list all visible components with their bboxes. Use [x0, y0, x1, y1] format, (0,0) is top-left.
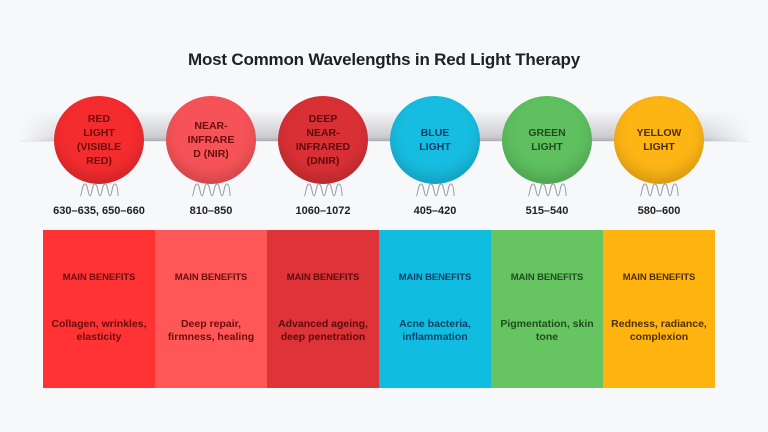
- sine-wave-icon: [639, 183, 679, 197]
- bubble-label: YELLOW LIGHT: [636, 127, 682, 153]
- wavelength-bubble: RED LIGHT (VISIBLE RED): [54, 96, 144, 184]
- benefits-header: MAIN BENEFITS: [174, 272, 248, 283]
- sine-wave-icon: [415, 183, 455, 197]
- benefits-text: Advanced ageing, deep penetration: [278, 318, 368, 343]
- wavelength-bubble: BLUE LIGHT: [390, 96, 480, 184]
- sine-wave-icon: [303, 183, 343, 197]
- benefits-columns: MAIN BENEFITS Collagen, wrinkles, elastic…: [43, 230, 715, 388]
- benefits-text: Redness, radiance, complexion: [611, 318, 707, 343]
- page-title: Most Common Wavelengths in Red Light The…: [188, 50, 580, 69]
- bubble-label: BLUE LIGHT: [419, 127, 451, 153]
- bubble-label: RED LIGHT (VISIBLE RED): [76, 113, 122, 167]
- benefit-column: MAIN BENEFITS Deep repair, firmness, heal…: [155, 230, 267, 388]
- sine-wave-icon: [191, 183, 231, 197]
- bubble-label: GREEN LIGHT: [528, 127, 566, 153]
- bubble-label: DEEP NEAR- INFRARED (DNIR): [295, 113, 351, 167]
- benefit-column: MAIN BENEFITS Advanced ageing, deep penet…: [267, 230, 379, 388]
- benefits-header: MAIN BENEFITS: [398, 272, 472, 283]
- wavelength-range: 810–850: [189, 205, 233, 217]
- wavelength-range: 515–540: [525, 205, 569, 217]
- benefits-text: Deep repair, firmness, healing: [167, 318, 255, 343]
- benefits-text: Pigmentation, skin tone: [500, 318, 594, 343]
- wavelength-range: 1060–1072: [295, 205, 351, 217]
- wavelength-range: 405–420: [413, 205, 457, 217]
- benefits-header: MAIN BENEFITS: [62, 272, 136, 283]
- wavelength-bubble: GREEN LIGHT: [502, 96, 592, 184]
- wavelength-range: 630–635, 650–660: [53, 205, 145, 217]
- wavelength-bubble: DEEP NEAR- INFRARED (DNIR): [278, 96, 368, 184]
- benefits-header: MAIN BENEFITS: [510, 272, 584, 283]
- sine-wave-icon: [527, 183, 567, 197]
- wavelength-bubble: YELLOW LIGHT: [614, 96, 704, 184]
- benefit-column: MAIN BENEFITS Pigmentation, skin tone: [491, 230, 603, 388]
- wavelength-range: 580–600: [637, 205, 681, 217]
- sine-wave-icon: [79, 183, 119, 197]
- benefits-header: MAIN BENEFITS: [286, 272, 360, 283]
- benefit-column: MAIN BENEFITS Redness, radiance, complexi…: [603, 230, 715, 388]
- bubble-label: NEAR- INFRARE D (NIR): [187, 120, 235, 160]
- benefits-text: Collagen, wrinkles, elasticity: [51, 318, 147, 343]
- wavelength-bubble: NEAR- INFRARE D (NIR): [166, 96, 256, 184]
- benefit-column: MAIN BENEFITS Acne bacteria, inflammation: [379, 230, 491, 388]
- benefit-column: MAIN BENEFITS Collagen, wrinkles, elastic…: [43, 230, 155, 388]
- benefits-header: MAIN BENEFITS: [622, 272, 696, 283]
- benefits-text: Acne bacteria, inflammation: [399, 318, 471, 343]
